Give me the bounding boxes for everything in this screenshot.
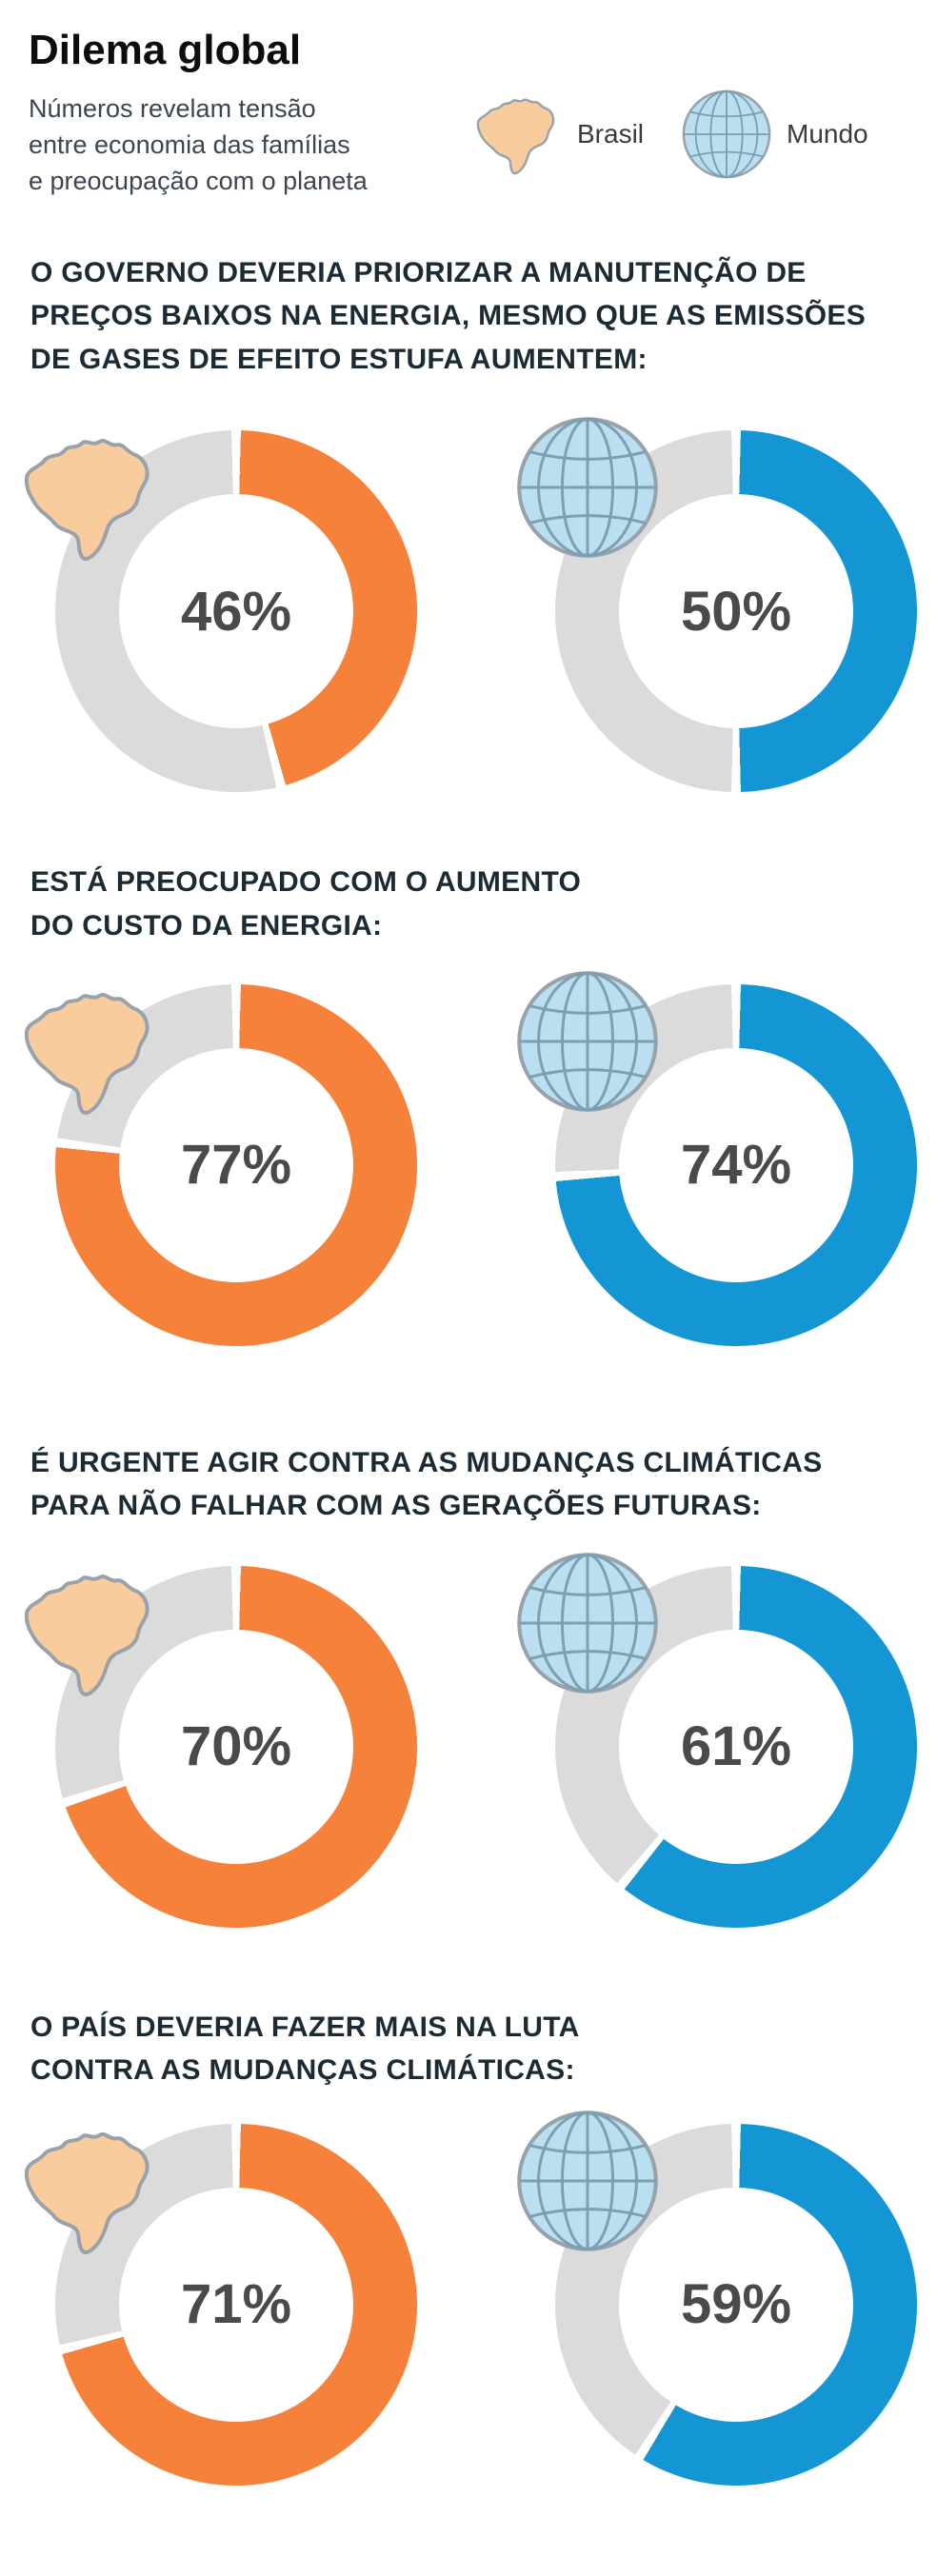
question-section-4: O PAÍS DEVERIA FAZER MAIS NA LUTA CONTRA… (0, 2006, 937, 2486)
donut-hole: 50% (619, 494, 853, 729)
donut-hole: 74% (619, 1047, 853, 1282)
donut-hole: 61% (619, 1629, 853, 1864)
donut-ring-mundo-4: 59% (555, 2123, 917, 2486)
donut-chart-brasil-2: 77% (24, 983, 417, 1346)
brazil-map-icon (24, 2131, 150, 2254)
donut-ring-brasil-3: 70% (55, 1565, 417, 1928)
question-section-2: ESTÁ PREOCUPADO COM O AUMENTO DO CUSTO D… (0, 861, 937, 1346)
donut-chart-mundo-2: 74% (555, 984, 917, 1346)
donut-chart-brasil-4: 71% (24, 2123, 417, 2486)
globe-icon (513, 2107, 662, 2255)
donut-chart-brasil-1: 46% (24, 430, 417, 793)
donut-chart-mundo-4: 59% (555, 2124, 917, 2486)
percent-value-brasil-3: 70% (180, 1715, 292, 1778)
brazil-map-icon (24, 992, 150, 1115)
legend-label-brasil: Brasil (577, 119, 645, 149)
chart-row-2: 77% 74% (0, 984, 937, 1346)
question-heading-3: É URGENTE AGIR CONTRA AS MUDANÇAS CLIMÁT… (30, 1446, 823, 1522)
page-title: Dilema global (29, 27, 302, 73)
brazil-map-icon (476, 97, 555, 174)
donut-ring-brasil-2: 77% (55, 983, 417, 1346)
question-heading-4: O PAÍS DEVERIA FAZER MAIS NA LUTA CONTRA… (30, 2011, 580, 2087)
legend-item-mundo: Mundo (680, 88, 868, 181)
donut-chart-mundo-1: 50% (555, 430, 917, 793)
chart-row-1: 46% 50% (0, 430, 937, 793)
donut-chart-mundo-3: 61% (555, 1566, 917, 1928)
page-subtitle: Números revelam tensão entre economia da… (29, 93, 368, 196)
donut-hole: 71% (119, 2187, 353, 2422)
globe-icon (513, 413, 662, 562)
brazil-map-icon (24, 1574, 150, 1696)
donut-hole: 70% (119, 1629, 353, 1864)
percent-value-brasil-1: 46% (180, 580, 292, 643)
legend-label-mundo: Mundo (787, 119, 868, 149)
donut-ring-mundo-1: 50% (555, 430, 917, 793)
legend-item-brasil: Brasil (468, 89, 644, 180)
donut-chart-brasil-3: 70% (24, 1565, 417, 1928)
percent-value-brasil-2: 77% (180, 1134, 292, 1197)
percent-value-mundo-3: 61% (680, 1715, 792, 1778)
percent-value-mundo-4: 59% (680, 2273, 792, 2336)
donut-hole: 59% (619, 2187, 853, 2422)
percent-value-mundo-1: 50% (680, 580, 792, 643)
globe-icon (513, 1549, 662, 1697)
percent-value-mundo-2: 74% (680, 1134, 792, 1197)
question-section-1: O GOVERNO DEVERIA PRIORIZAR A MANUTENÇÃO… (0, 251, 937, 793)
percent-value-brasil-4: 71% (180, 2273, 292, 2336)
chart-row-3: 70% 61% (0, 1566, 937, 1928)
chart-row-4: 71% 59% (0, 2124, 937, 2486)
donut-hole: 77% (119, 1047, 353, 1282)
question-section-3: É URGENTE AGIR CONTRA AS MUDANÇAS CLIMÁT… (0, 1441, 937, 1928)
question-heading-1: O GOVERNO DEVERIA PRIORIZAR A MANUTENÇÃO… (30, 256, 867, 375)
legend: Brasil Mundo (468, 88, 868, 181)
globe-icon (513, 967, 662, 1116)
donut-hole: 46% (119, 494, 353, 729)
brazil-map-icon (24, 439, 150, 562)
question-heading-2: ESTÁ PREOCUPADO COM O AUMENTO DO CUSTO D… (30, 866, 582, 941)
globe-icon (682, 89, 771, 179)
